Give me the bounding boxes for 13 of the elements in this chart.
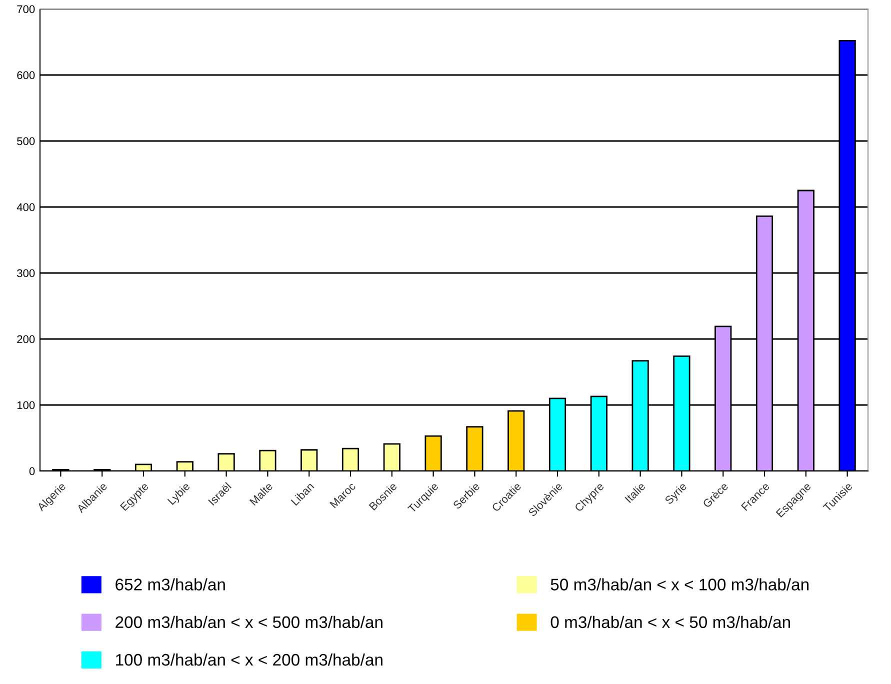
y-tick-label: 100 (17, 401, 35, 410)
y-tick-label: 600 (17, 71, 35, 80)
legend-label: 0 m3/hab/an < x < 50 m3/hab/an (550, 616, 790, 628)
legend-label: 100 m3/hab/an < x < 200 m3/hab/an (116, 653, 382, 666)
y-tick-label: 400 (16, 203, 35, 212)
legend-label: 50 m3/hab/an < x < 100 m3/hab/an (550, 578, 808, 590)
legend-label: 200 m3/hab/an < x < 500 m3/hab/an (116, 616, 382, 628)
y-tick-label: 200 (17, 335, 35, 344)
y-tick-label: 700 (17, 5, 35, 14)
y-tick-label: 0 (29, 467, 35, 476)
y-tick-label: 500 (17, 137, 35, 146)
legend-label: 652 m3/hab/an (116, 578, 225, 590)
y-tick-label: 300 (17, 269, 35, 278)
